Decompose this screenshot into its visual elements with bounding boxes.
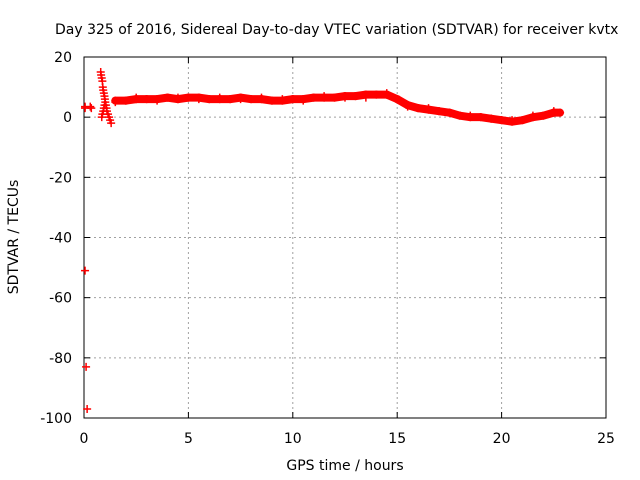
data-point xyxy=(86,102,95,111)
grid-lines xyxy=(84,57,606,418)
y-tick-label: 0 xyxy=(63,110,72,126)
x-tick-label: 0 xyxy=(80,431,89,447)
y-tick-label: -100 xyxy=(40,411,72,427)
x-axis-label: GPS time / hours xyxy=(286,458,403,474)
data-point xyxy=(100,101,109,110)
data-point xyxy=(83,404,92,413)
x-tick-label: 10 xyxy=(284,431,302,447)
tick-labels: 0 5 10 15 20 25 -100 -80 -60 -40 -20 0 20 xyxy=(40,50,615,447)
y-tick-label: -20 xyxy=(49,170,72,186)
x-tick-label: 15 xyxy=(388,431,406,447)
y-tick-label: 20 xyxy=(54,50,72,66)
y-tick-label: -60 xyxy=(49,291,72,307)
y-axis-label: SDTVAR / TECUs xyxy=(6,180,22,295)
x-tick-label: 25 xyxy=(597,431,615,447)
axis-ticks xyxy=(83,56,607,419)
data-point xyxy=(87,104,96,113)
chart-title: Day 325 of 2016, Sidereal Day-to-day VTE… xyxy=(55,22,618,38)
data-point xyxy=(81,266,90,275)
data-point xyxy=(107,119,116,128)
y-tick-label: -40 xyxy=(49,231,72,247)
x-tick-label: 5 xyxy=(184,431,193,447)
data-points xyxy=(81,68,565,413)
data-point xyxy=(82,362,91,371)
x-tick-label: 20 xyxy=(493,431,511,447)
y-tick-label: -80 xyxy=(49,351,72,367)
